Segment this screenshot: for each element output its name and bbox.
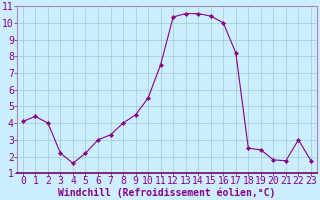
X-axis label: Windchill (Refroidissement éolien,°C): Windchill (Refroidissement éolien,°C) [58,187,276,198]
